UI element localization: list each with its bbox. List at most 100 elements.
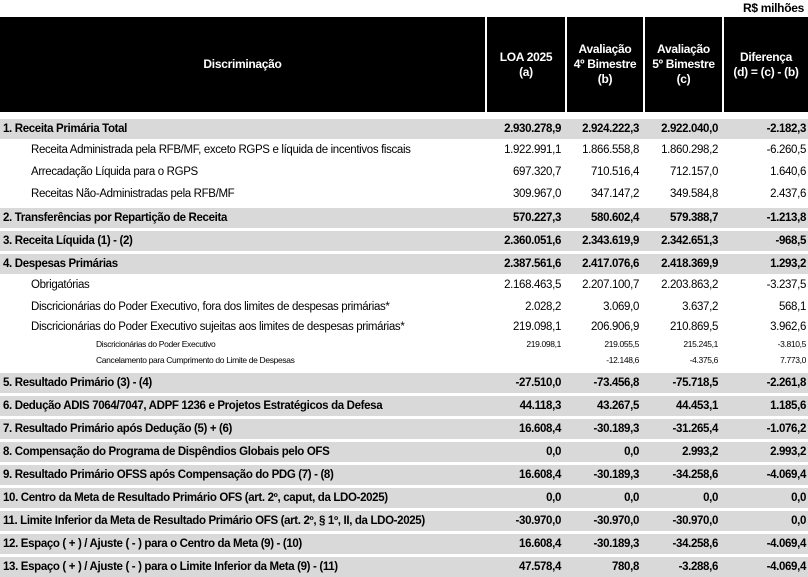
header-4-bimestre: Avaliação 4º Bimestre (b)	[567, 17, 645, 112]
row-label: 5. Resultado Primário (3) - (4)	[3, 377, 152, 389]
table-row: 11. Limite Inferior da Meta de Resultado…	[0, 508, 808, 531]
row-value: 349.584,8	[669, 188, 718, 200]
row-value: 579.388,7	[669, 212, 718, 224]
row-label: Receita Administrada pela RFB/MF, exceto…	[31, 144, 411, 156]
row-value: 2.418.369,9	[661, 258, 718, 270]
row-value: 2.924.222,3	[582, 123, 639, 135]
row-value: 1.293,2	[770, 258, 806, 270]
header-diferenca: Diferença (d) = (c) - (b)	[724, 17, 808, 112]
header-loa: LOA 2025 (a)	[487, 17, 567, 112]
row-value: 2.360.051,6	[504, 235, 561, 247]
row-value: 2.168.463,5	[504, 279, 561, 291]
row-value: 2.342.651,3	[661, 235, 718, 247]
row-value: 0,0	[791, 515, 806, 527]
row-label: 4. Despesas Primárias	[3, 258, 118, 270]
row-value: -30.189,3	[593, 538, 640, 550]
row-label: 2. Transferências por Repartição de Rece…	[3, 212, 227, 224]
row-label: Receitas Não-Administradas pela RFB/MF	[31, 188, 235, 200]
row-label: Discricionárias do Poder Executivo sujei…	[31, 321, 405, 333]
row-value: 219.098,1	[526, 339, 561, 349]
row-value: 309.967,0	[512, 188, 561, 200]
row-label: 12. Espaço ( + ) / Ajuste ( - ) para o C…	[3, 538, 302, 550]
row-value: 2.417.076,6	[582, 258, 639, 270]
row-value: 3.962,6	[770, 321, 806, 333]
table-row: 10. Centro da Meta de Resultado Primário…	[0, 485, 808, 508]
row-value: 2.922.040,0	[661, 123, 718, 135]
row-value: 0,0	[624, 492, 639, 504]
row-value: 568,1	[778, 301, 806, 313]
row-value: -6.260,5	[766, 144, 807, 156]
table-row: 12. Espaço ( + ) / Ajuste ( - ) para o C…	[0, 531, 808, 554]
row-value: 570.227,3	[512, 212, 561, 224]
row-value: 47.578,4	[519, 561, 561, 573]
row-label: Discricionárias do Poder Executivo, fora…	[31, 301, 390, 313]
row-value: -4.069,4	[766, 469, 807, 481]
row-value: 1.185,6	[770, 400, 806, 412]
row-value: -4.069,4	[766, 561, 807, 573]
row-value: 0,0	[546, 446, 561, 458]
row-label: 10. Centro da Meta de Resultado Primário…	[3, 492, 388, 504]
row-label: 8. Compensação do Programa de Dispêndios…	[3, 446, 330, 458]
row-value: 215.245,1	[683, 339, 718, 349]
row-value: 16.608,4	[519, 423, 561, 435]
row-value: 1.866.558,8	[582, 144, 639, 156]
row-value: -1.076,2	[766, 423, 807, 435]
row-value: 580.602,4	[590, 212, 639, 224]
row-value: 2.343.619,9	[582, 235, 639, 247]
row-value: 219.098,1	[512, 321, 561, 333]
row-label: 6. Dedução ADIS 7064/7047, ADPF 1236 e P…	[3, 400, 383, 412]
table-row: Discricionárias do Poder Executivo 219.09…	[0, 336, 808, 352]
row-label: 3. Receita Líquida (1) - (2)	[3, 235, 133, 247]
row-value: -4.069,4	[766, 538, 807, 550]
table-row: 8. Compensação do Programa de Dispêndios…	[0, 439, 808, 462]
table-row: Receita Administrada pela RFB/MF, exceto…	[0, 139, 808, 161]
row-value: 16.608,4	[519, 538, 561, 550]
row-label: Discricionárias do Poder Executivo	[96, 339, 216, 349]
row-value: 43.267,5	[597, 400, 639, 412]
row-value: 44.118,3	[519, 400, 562, 412]
table-row: Receitas Não-Administradas pela RFB/MF 30…	[0, 183, 808, 205]
row-value: 2.930.278,9	[504, 123, 561, 135]
row-value: -75.718,5	[672, 377, 719, 389]
row-value: 206.906,9	[590, 321, 639, 333]
row-label: 1. Receita Primária Total	[3, 123, 127, 135]
row-value: -12.148,6	[606, 355, 639, 365]
table-row: Cancelamento para Cumprimento do Limite …	[0, 352, 808, 368]
row-value: -30.970,0	[515, 515, 562, 527]
row-value: 0,0	[624, 446, 639, 458]
row-value: -3.288,6	[678, 561, 719, 573]
row-value: 1.860.298,2	[661, 144, 718, 156]
row-value: 210.869,5	[669, 321, 718, 333]
row-value: 2.203.863,2	[661, 279, 718, 291]
row-value: 3.069,0	[603, 301, 639, 313]
row-value: 347.147,2	[590, 188, 639, 200]
row-value: 44.453,1	[676, 400, 718, 412]
row-value: 2.993,2	[770, 446, 806, 458]
table-row: 1. Receita Primária Total 2.930.278,9 2.92…	[0, 116, 808, 139]
table-row: 6. Dedução ADIS 7064/7047, ADPF 1236 e P…	[0, 393, 808, 416]
row-value: 712.157,0	[669, 166, 718, 178]
table-row: 9. Resultado Primário OFSS após Compensa…	[0, 462, 808, 485]
header-5-bimestre: Avaliação 5º Bimestre (c)	[645, 17, 724, 112]
row-value: -73.456,8	[593, 377, 640, 389]
row-value: 1.640,6	[770, 166, 806, 178]
row-value: 2.993,2	[682, 446, 718, 458]
table-row: 4. Despesas Primárias 2.387.561,6 2.417.07…	[0, 251, 808, 274]
row-value: 780,8	[611, 561, 639, 573]
row-value: -30.189,3	[593, 469, 640, 481]
row-value: 697.320,7	[512, 166, 561, 178]
table-row: 5. Resultado Primário (3) - (4) -27.510,0…	[0, 370, 808, 393]
header-discriminacao: Discriminação	[0, 17, 487, 112]
row-label: Cancelamento para Cumprimento do Limite …	[96, 355, 295, 365]
row-value: 16.608,4	[519, 469, 561, 481]
table-row: Discricionárias do Poder Executivo, fora…	[0, 296, 808, 318]
row-value: -30.970,0	[593, 515, 640, 527]
row-value: -968,5	[775, 235, 806, 247]
row-value: 219.055,5	[604, 339, 639, 349]
table-row: Discricionárias do Poder Executivo sujei…	[0, 318, 808, 336]
row-label: Arrecadação Líquida para o RGPS	[31, 166, 198, 178]
row-value: -27.510,0	[515, 377, 562, 389]
row-value: 7.773,0	[780, 355, 806, 365]
row-value: 0,0	[546, 492, 561, 504]
